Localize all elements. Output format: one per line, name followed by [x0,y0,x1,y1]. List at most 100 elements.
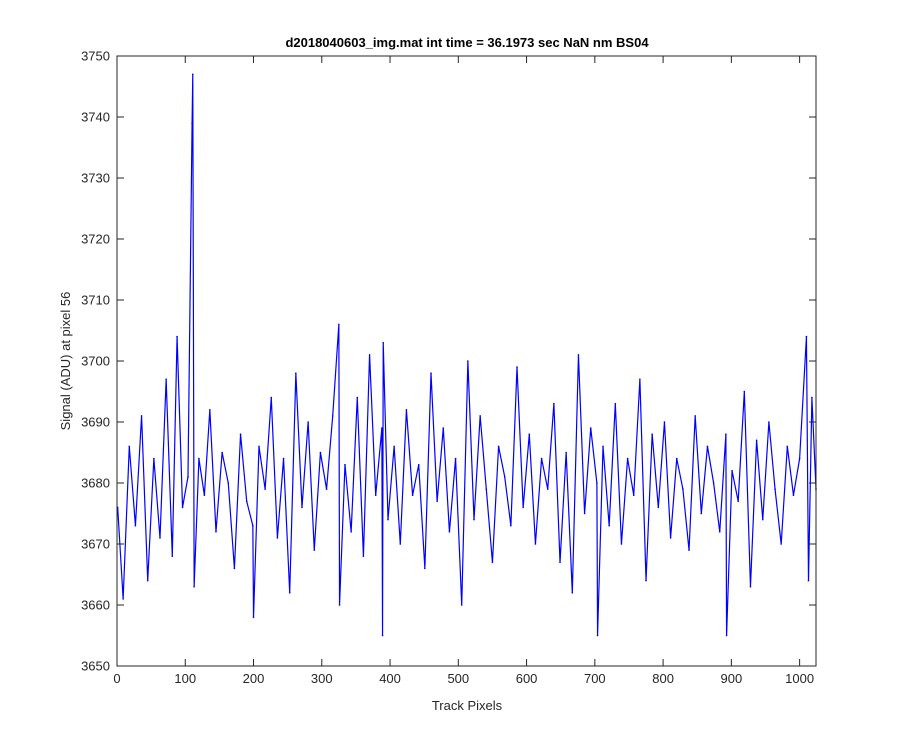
data-point [209,409,211,411]
data-point [571,592,574,594]
data-point [675,457,678,460]
data-point [792,494,795,497]
data-point [737,500,739,503]
data-point [553,402,555,405]
data-point [411,494,414,497]
y-tick-label: 3680 [81,476,110,491]
data-point [725,433,727,436]
data-point [596,482,598,484]
chart-title: d2018040603_img.mat int time = 36.1973 s… [285,35,649,50]
y-tick-label: 3670 [81,537,110,552]
data-point [522,506,524,509]
data-point [381,634,384,637]
data-point [510,524,512,527]
data-point [159,537,161,539]
data-point [706,445,709,448]
data-point [313,549,316,551]
data-point [608,524,610,527]
data-point [374,494,377,497]
data-point [258,445,260,448]
data-point [270,396,273,399]
data-point [583,512,586,515]
data-point [768,421,770,423]
data-point [338,604,341,606]
data-point [176,335,178,338]
data-point [546,488,549,490]
data-point [430,372,432,375]
data-point [331,415,334,417]
data-point [516,366,518,368]
y-axis-ticks: 3650 3660 3670 3680 3690 3700 3710 3720 3730 3740… [81,49,816,674]
data-point [479,415,481,417]
data-point [356,396,359,399]
data-point [203,494,206,497]
data-point [454,457,457,460]
data-point [774,488,776,490]
data-point [645,579,647,582]
data-point [193,585,195,588]
y-tick-label: 3700 [81,354,110,369]
data-point [614,402,617,405]
data-point [252,616,255,618]
x-tick-label: 0 [113,671,120,686]
data-point [165,378,167,381]
data-point [276,537,279,539]
data-point [467,360,469,362]
data-point [424,567,426,570]
x-tick-label: 800 [652,671,674,686]
data-point [307,421,309,423]
x-tick-label: 1000 [785,671,814,686]
data-point [134,524,137,527]
data-point [288,592,291,594]
x-tick-label: 300 [311,671,333,686]
data-point [602,445,604,448]
data-point [596,634,599,637]
data-point [122,598,124,600]
data-point [295,372,297,375]
data-point [239,433,242,436]
data-point [718,531,721,533]
data-point [215,531,217,533]
data-point [448,531,451,533]
data-point [171,555,174,557]
data-point [749,585,752,588]
data-point [755,439,758,442]
data-point [528,433,531,436]
data-point [688,549,690,551]
y-axis-label: Signal (ADU) at pixel 56 [58,292,73,431]
y-tick-label: 3710 [81,293,110,308]
data-point [282,457,285,460]
y-tick-label: 3660 [81,598,110,613]
data-point [417,463,420,466]
data-point [780,543,782,545]
data-point [725,634,728,637]
data-point [540,457,543,460]
data-point [682,488,684,490]
data-point [181,506,184,509]
data-point [534,543,537,545]
data-point [565,451,567,454]
data-point [399,543,402,545]
data-point [442,427,445,429]
y-tick-label: 3730 [81,171,110,186]
data-point [405,409,408,411]
data-point [227,482,230,484]
data-point [485,488,488,490]
data-point [626,457,629,460]
data-point [128,445,131,448]
x-tick-label: 600 [516,671,538,686]
data-point [761,518,764,521]
data-point [325,488,328,490]
y-tick-label: 3690 [81,415,110,430]
data-point [497,445,500,448]
data-point [245,500,248,503]
x-tick-label: 900 [721,671,743,686]
data-point [319,451,322,454]
x-axis-label: Track Pixels [432,698,503,713]
data-point [198,457,200,460]
series-group [116,73,817,637]
axes-box [116,55,817,667]
data-point [663,421,666,423]
data-point [694,415,696,417]
